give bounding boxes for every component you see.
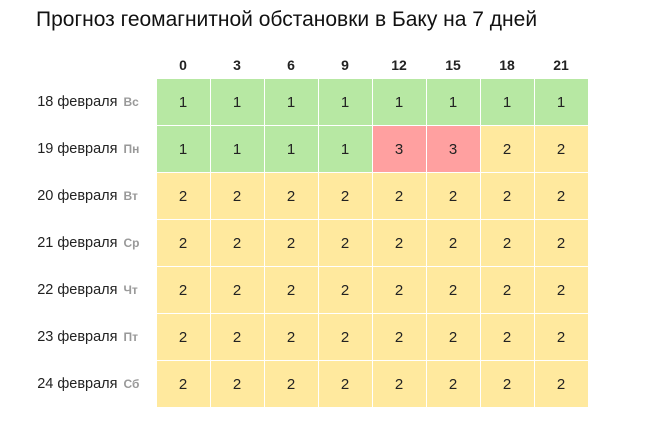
kp-cell: 2 (533, 360, 589, 408)
kp-cell: 2 (425, 172, 481, 220)
kp-cell: 2 (533, 125, 589, 173)
table-row: 24 февраля Сб 2 2 2 2 2 2 2 2 (32, 360, 589, 408)
kp-cell: 2 (263, 172, 319, 220)
kp-cell: 1 (263, 78, 319, 126)
weekday-label: Вт (123, 189, 138, 203)
kp-cell: 3 (371, 125, 427, 173)
date-label: 23 февраля (37, 329, 118, 345)
row-label: 23 февраля Пт (32, 314, 156, 361)
hour-header: 0 (179, 57, 187, 73)
date-label: 22 февраля (37, 282, 118, 298)
kp-cell: 2 (479, 313, 535, 361)
table-row: 23 февраля Пт 2 2 2 2 2 2 2 2 (32, 313, 589, 361)
kp-cell: 3 (425, 125, 481, 173)
date-label: 20 февраля (37, 188, 118, 204)
kp-cell: 2 (479, 266, 535, 314)
weekday-label: Сб (123, 377, 140, 391)
kp-cell: 2 (533, 172, 589, 220)
kp-cell: 2 (317, 172, 373, 220)
kp-cell: 1 (479, 78, 535, 126)
kp-cell: 2 (317, 313, 373, 361)
table-row: 22 февраля Чт 2 2 2 2 2 2 2 2 (32, 266, 589, 314)
table-row: 19 февраля Пн 1 1 1 1 3 3 2 2 (32, 125, 589, 173)
kp-cell: 2 (425, 219, 481, 267)
kp-cell: 2 (263, 219, 319, 267)
row-label: 21 февраля Ср (32, 220, 156, 267)
kp-cell: 2 (425, 313, 481, 361)
hour-header: 9 (341, 57, 349, 73)
row-label: 20 февраля Вт (32, 173, 156, 220)
row-label: 19 февраля Пн (32, 126, 156, 173)
hour-header: 15 (445, 57, 461, 73)
weekday-label: Чт (123, 283, 138, 297)
kp-cell: 2 (479, 360, 535, 408)
weekday-label: Пт (123, 330, 139, 344)
kp-cell: 1 (317, 78, 373, 126)
kp-cell: 2 (371, 313, 427, 361)
kp-cell: 2 (155, 360, 211, 408)
date-label: 18 февраля (37, 94, 118, 110)
kp-cell: 1 (209, 78, 265, 126)
kp-cell: 1 (155, 78, 211, 126)
table-row: 21 февраля Ср 2 2 2 2 2 2 2 2 (32, 219, 589, 267)
kp-cell: 1 (155, 125, 211, 173)
kp-cell: 2 (317, 360, 373, 408)
forecast-table: 0 3 6 9 12 15 18 21 18 февраля Вс 1 1 1 1 1 1 1 1 19 февр… (32, 52, 589, 408)
kp-cell: 2 (371, 266, 427, 314)
weekday-label: Вс (123, 95, 139, 109)
row-label: 24 февраля Сб (32, 361, 156, 408)
kp-cell: 2 (209, 172, 265, 220)
kp-cell: 2 (317, 219, 373, 267)
kp-cell: 2 (155, 266, 211, 314)
kp-cell: 2 (209, 219, 265, 267)
kp-cell: 2 (425, 266, 481, 314)
kp-cell: 2 (533, 266, 589, 314)
page-title: Прогноз геомагнитной обстановки в Баку н… (36, 8, 538, 31)
date-label: 21 февраля (37, 235, 118, 251)
kp-cell: 1 (209, 125, 265, 173)
hour-header: 21 (553, 57, 569, 73)
kp-cell: 2 (209, 266, 265, 314)
table-row: 18 февраля Вс 1 1 1 1 1 1 1 1 (32, 78, 589, 126)
kp-cell: 2 (533, 313, 589, 361)
kp-cell: 2 (209, 360, 265, 408)
kp-cell: 2 (479, 219, 535, 267)
kp-cell: 2 (209, 313, 265, 361)
hour-header: 12 (391, 57, 407, 73)
kp-cell: 2 (371, 219, 427, 267)
kp-cell: 2 (371, 172, 427, 220)
kp-cell: 1 (371, 78, 427, 126)
hour-header: 18 (499, 57, 515, 73)
table-row: 20 февраля Вт 2 2 2 2 2 2 2 2 (32, 172, 589, 220)
kp-cell: 2 (155, 172, 211, 220)
kp-cell: 2 (317, 266, 373, 314)
date-label: 24 февраля (37, 376, 118, 392)
kp-cell: 1 (425, 78, 481, 126)
kp-cell: 1 (317, 125, 373, 173)
kp-cell: 2 (155, 219, 211, 267)
hours-header: 0 3 6 9 12 15 18 21 (32, 52, 588, 79)
weekday-label: Пн (123, 142, 140, 156)
row-label: 18 февраля Вс (32, 79, 156, 126)
hour-header: 6 (287, 57, 295, 73)
kp-cell: 2 (155, 313, 211, 361)
kp-cell: 2 (425, 360, 481, 408)
row-label: 22 февраля Чт (32, 267, 156, 314)
kp-cell: 2 (263, 313, 319, 361)
kp-cell: 2 (263, 360, 319, 408)
date-label: 19 февраля (37, 141, 118, 157)
kp-cell: 1 (533, 78, 589, 126)
kp-cell: 2 (263, 266, 319, 314)
corner (32, 52, 156, 79)
kp-cell: 2 (479, 172, 535, 220)
kp-cell: 1 (263, 125, 319, 173)
kp-cell: 2 (371, 360, 427, 408)
kp-cell: 2 (479, 125, 535, 173)
weekday-label: Ср (123, 236, 140, 250)
kp-cell: 2 (533, 219, 589, 267)
hour-header: 3 (233, 57, 241, 73)
